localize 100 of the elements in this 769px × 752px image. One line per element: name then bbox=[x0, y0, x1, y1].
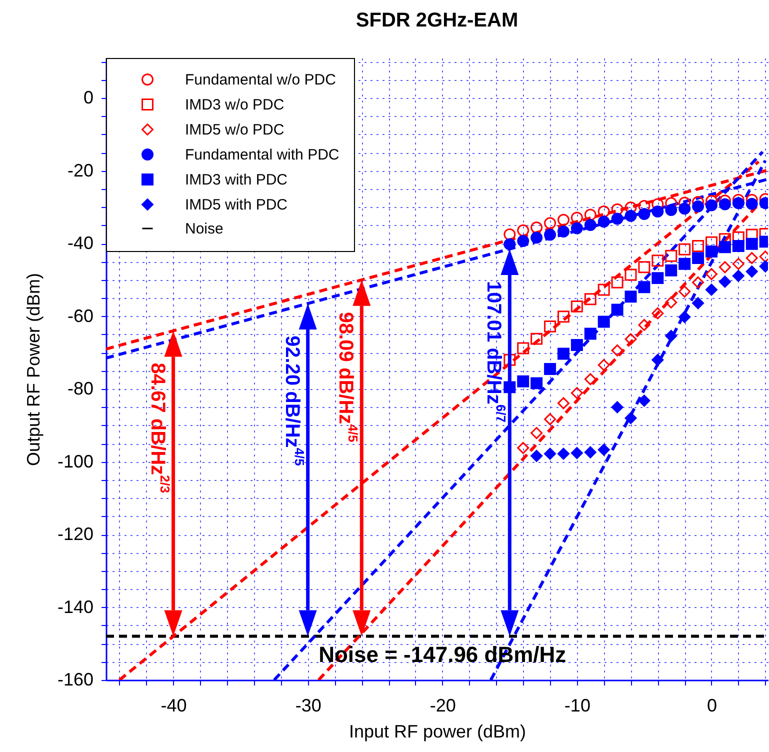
point bbox=[584, 446, 596, 458]
point bbox=[678, 202, 691, 215]
point bbox=[584, 328, 596, 340]
point bbox=[611, 304, 624, 316]
point bbox=[517, 342, 530, 354]
legend-label: Noise bbox=[185, 220, 224, 238]
point bbox=[692, 276, 704, 288]
point bbox=[652, 354, 664, 366]
point bbox=[557, 226, 570, 238]
point bbox=[652, 272, 664, 284]
point bbox=[598, 444, 610, 456]
point bbox=[584, 208, 596, 221]
point bbox=[746, 228, 758, 241]
point bbox=[584, 293, 596, 306]
chart-title: SFDR 2GHz-EAM bbox=[356, 10, 518, 32]
point bbox=[611, 212, 624, 225]
point bbox=[718, 276, 731, 288]
point bbox=[504, 238, 516, 250]
point bbox=[570, 447, 583, 460]
y-tick-label: -120 bbox=[57, 524, 94, 544]
point bbox=[611, 401, 624, 414]
point bbox=[570, 300, 583, 312]
point bbox=[557, 310, 570, 323]
x-tick-label: -40 bbox=[160, 696, 187, 716]
point bbox=[517, 375, 530, 388]
point bbox=[624, 412, 637, 424]
point bbox=[732, 240, 744, 252]
legend-label: Fundamental w/o PDC bbox=[185, 72, 336, 88]
x-axis-title: Input RF power (dBm) bbox=[348, 722, 526, 742]
point bbox=[544, 448, 556, 460]
legend-label: IMD3 with PDC bbox=[185, 172, 288, 188]
point bbox=[624, 333, 637, 346]
point bbox=[705, 246, 718, 258]
point bbox=[530, 427, 543, 440]
point bbox=[638, 261, 650, 274]
point bbox=[692, 200, 704, 212]
point bbox=[678, 310, 691, 323]
point bbox=[678, 243, 691, 256]
x-tick-label: -10 bbox=[564, 696, 590, 716]
point bbox=[530, 450, 543, 462]
point bbox=[530, 232, 543, 244]
point bbox=[557, 214, 570, 226]
point bbox=[692, 252, 704, 264]
point bbox=[557, 348, 570, 360]
point bbox=[544, 217, 556, 230]
point bbox=[598, 284, 610, 296]
point bbox=[665, 204, 678, 216]
point bbox=[692, 240, 704, 252]
point bbox=[718, 261, 731, 274]
point bbox=[584, 218, 596, 231]
y-axis-title: Output RF Power (dBm) bbox=[23, 272, 44, 466]
y-tick-label: -140 bbox=[57, 596, 94, 617]
point bbox=[584, 373, 596, 386]
point bbox=[652, 254, 664, 267]
point bbox=[570, 339, 583, 351]
point bbox=[638, 281, 650, 294]
point bbox=[598, 359, 610, 371]
point bbox=[530, 377, 543, 390]
point bbox=[746, 252, 758, 264]
point bbox=[638, 208, 650, 220]
point bbox=[746, 198, 758, 210]
point bbox=[665, 330, 678, 342]
x-tick-label: 0 bbox=[706, 696, 717, 716]
point bbox=[517, 224, 530, 236]
point bbox=[544, 363, 556, 375]
y-tick-label: -60 bbox=[67, 306, 94, 326]
point bbox=[665, 250, 678, 262]
point bbox=[544, 228, 556, 241]
point bbox=[705, 199, 718, 212]
point bbox=[517, 442, 530, 454]
point bbox=[557, 397, 570, 410]
point bbox=[598, 316, 610, 328]
point bbox=[665, 296, 678, 308]
point bbox=[652, 206, 664, 218]
point bbox=[678, 258, 691, 270]
point bbox=[504, 354, 516, 366]
x-tick-label: -20 bbox=[430, 696, 456, 716]
point bbox=[611, 276, 624, 288]
point bbox=[544, 413, 556, 426]
point bbox=[598, 206, 610, 218]
point bbox=[732, 197, 744, 210]
point bbox=[624, 290, 637, 303]
point bbox=[557, 448, 570, 460]
y-tick-label: 0 bbox=[83, 88, 94, 108]
point bbox=[517, 234, 530, 247]
point bbox=[530, 222, 543, 234]
point bbox=[624, 210, 637, 222]
y-tick-label: -160 bbox=[57, 670, 94, 690]
x-tick-label: -30 bbox=[295, 696, 322, 716]
point bbox=[611, 344, 624, 356]
point bbox=[718, 241, 731, 254]
point bbox=[705, 284, 718, 296]
point bbox=[624, 268, 637, 281]
y-tick-label: -40 bbox=[67, 233, 94, 254]
point bbox=[746, 266, 758, 278]
y-tick-label: -20 bbox=[67, 160, 94, 180]
point bbox=[718, 198, 731, 210]
point bbox=[638, 394, 650, 407]
point bbox=[705, 268, 718, 280]
point bbox=[530, 332, 543, 345]
